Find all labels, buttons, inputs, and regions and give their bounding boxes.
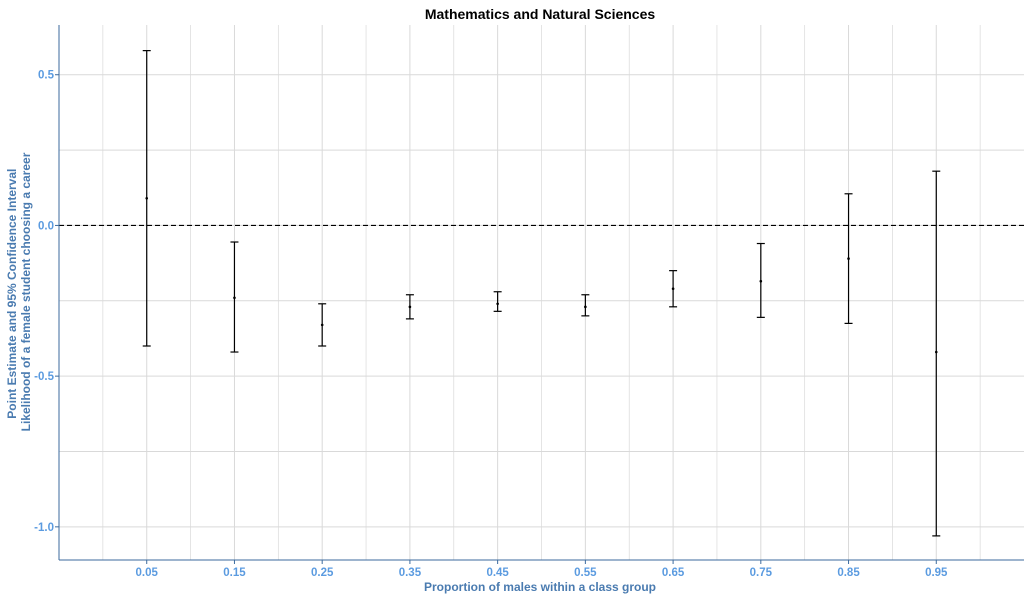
point-estimate — [496, 302, 499, 306]
y-tick-label: -1.0 — [34, 522, 54, 534]
errorbar — [405, 294, 414, 320]
errorbar — [493, 291, 502, 312]
grid-layer — [59, 25, 1024, 560]
x-tick-label: 0.85 — [837, 567, 860, 579]
x-tick-label: 0.05 — [136, 567, 159, 579]
x-tick-label: 0.35 — [399, 567, 422, 579]
x-tick-label: 0.55 — [574, 567, 597, 579]
x-tick-label: 0.45 — [486, 567, 509, 579]
x-axis-title: Proportion of males within a class group — [424, 580, 656, 594]
x-tick-label: 0.25 — [311, 567, 334, 579]
chart-title: Mathematics and Natural Sciences — [425, 6, 656, 22]
point-estimate — [320, 323, 324, 327]
y-axis-title: Point Estimate and 95% Confidence Interv… — [5, 152, 33, 431]
point-estimate — [671, 287, 675, 291]
x-tick-label: 0.75 — [750, 567, 773, 579]
errorbar — [581, 294, 590, 317]
y-axis-title-line-2: Likelihood of a female student choosing … — [19, 152, 33, 431]
y-axis-title-line-1: Point Estimate and 95% Confidence Interv… — [5, 169, 19, 419]
point-estimate — [233, 296, 236, 300]
errorbar — [142, 50, 151, 347]
errorbar — [669, 270, 678, 308]
errorbar — [932, 170, 941, 537]
point-estimate — [584, 305, 587, 309]
errorbars-layer — [142, 50, 941, 537]
errorbar — [318, 303, 327, 347]
y-tick-labels: 0.5 0.0 -0.5 -1.0 — [34, 70, 54, 534]
point-estimate — [934, 350, 938, 354]
y-tick-label: 0.0 — [38, 220, 54, 232]
x-tick-label: 0.15 — [223, 567, 246, 579]
point-estimate — [145, 197, 149, 200]
errorbar — [230, 241, 239, 353]
y-tick-label: -0.5 — [34, 371, 54, 383]
point-estimate — [847, 257, 850, 260]
point-estimate — [759, 279, 763, 283]
axis-layer — [55, 25, 1024, 564]
errorbar — [844, 193, 853, 324]
y-tick-label: 0.5 — [38, 70, 55, 82]
x-tick-label: 0.65 — [662, 567, 685, 579]
x-tick-label: 0.95 — [925, 567, 948, 579]
x-tick-labels: 0.05 0.15 0.25 0.35 0.45 0.55 0.65 0.75 0.85 0.95 — [136, 567, 949, 579]
point-estimate — [408, 305, 412, 309]
errorbar — [756, 242, 765, 318]
